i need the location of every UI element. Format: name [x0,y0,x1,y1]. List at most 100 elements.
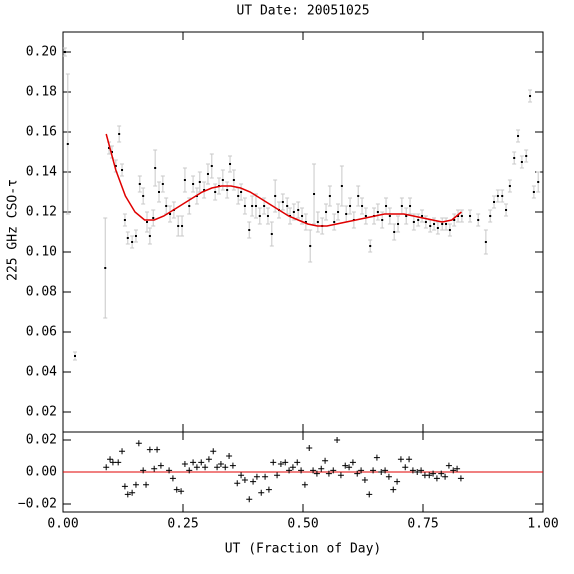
residual-point [298,467,305,474]
y-axis-label: 225 GHz CSO-τ [6,179,21,281]
y-tick-label: −0.02 [18,497,57,512]
residual-point [193,464,200,471]
data-point [340,185,343,187]
residual-point [301,481,308,488]
data-point [203,189,206,191]
residual-point [115,459,122,466]
data-point [469,215,472,217]
data-point [74,355,76,357]
data-point [537,181,540,183]
residual-point [169,475,176,482]
residual-point [346,464,353,471]
residual-point [402,464,409,471]
data-point [436,227,439,229]
residual-point [277,461,284,467]
residual-point [306,445,313,451]
residual-point [373,454,380,461]
data-point [304,221,307,223]
data-point [226,189,229,191]
residual-point [330,467,337,474]
data-point [110,151,113,153]
residual-point [418,467,425,474]
data-point [460,215,463,217]
residual-point [342,462,349,469]
data-point [266,215,269,217]
data-point [369,245,372,247]
data-point [333,221,336,223]
data-point [297,209,300,211]
data-point [361,205,364,207]
data-point [154,167,157,169]
residual-point [382,467,389,474]
y-tick-label: 0.02 [26,405,57,420]
data-point [148,235,151,237]
data-point [248,229,251,231]
data-point [121,169,124,171]
y-tick-label: 0.08 [26,285,57,300]
residual-point [334,437,341,443]
data-point [138,183,141,185]
residual-point [349,459,356,466]
x-tick-label: 0.25 [167,517,198,532]
data-point [313,193,316,195]
residual-point [210,448,217,455]
data-point [517,135,520,137]
data-point [221,179,224,181]
residual-point [178,488,185,495]
data-point [210,165,213,167]
fit-curve [105,133,462,227]
residual-point [394,478,401,485]
y-tick-label: 0.20 [26,45,57,60]
data-point [232,179,235,181]
residual-point [294,459,301,466]
y-tick-label: 0.16 [26,125,57,140]
residual-point [140,467,147,474]
y-tick-label: 0.06 [26,325,57,340]
residual-point [202,464,209,471]
data-point [529,95,532,97]
residual-point [241,477,248,483]
data-point [104,267,107,269]
residual-point [129,489,136,496]
residual-point [337,472,344,479]
residual-point [214,464,221,471]
data-point [357,195,360,197]
data-point [258,215,261,217]
residual-point [135,440,142,447]
residual-point [143,481,150,488]
data-point [429,225,432,227]
data-point [243,205,246,207]
data-point [400,205,403,207]
residual-point [238,472,245,479]
data-point [328,195,331,197]
data-point [142,195,145,197]
residual-point [438,470,445,477]
residual-point [222,464,229,471]
residual-point [409,467,416,474]
residual-point [370,467,377,474]
data-point [316,221,319,223]
residual-point [454,465,461,472]
data-point [126,237,129,239]
residual-point [258,489,265,496]
data-point [188,205,191,207]
data-point [376,211,379,213]
residual-point [366,491,373,498]
residual-point [146,446,153,453]
data-point [134,235,137,237]
residual-point [253,473,260,480]
residual-point [181,461,188,467]
residual-point [132,481,139,488]
residual-point [226,453,233,459]
data-point [301,215,304,217]
data-point [286,205,289,207]
data-point [229,163,232,165]
residual-point [107,456,114,463]
x-tick-label: 0.50 [287,517,318,532]
residual-point [234,480,241,487]
data-point [337,211,340,213]
data-point [108,147,111,149]
x-tick-label: 0.00 [47,517,78,532]
residual-point [103,464,110,471]
